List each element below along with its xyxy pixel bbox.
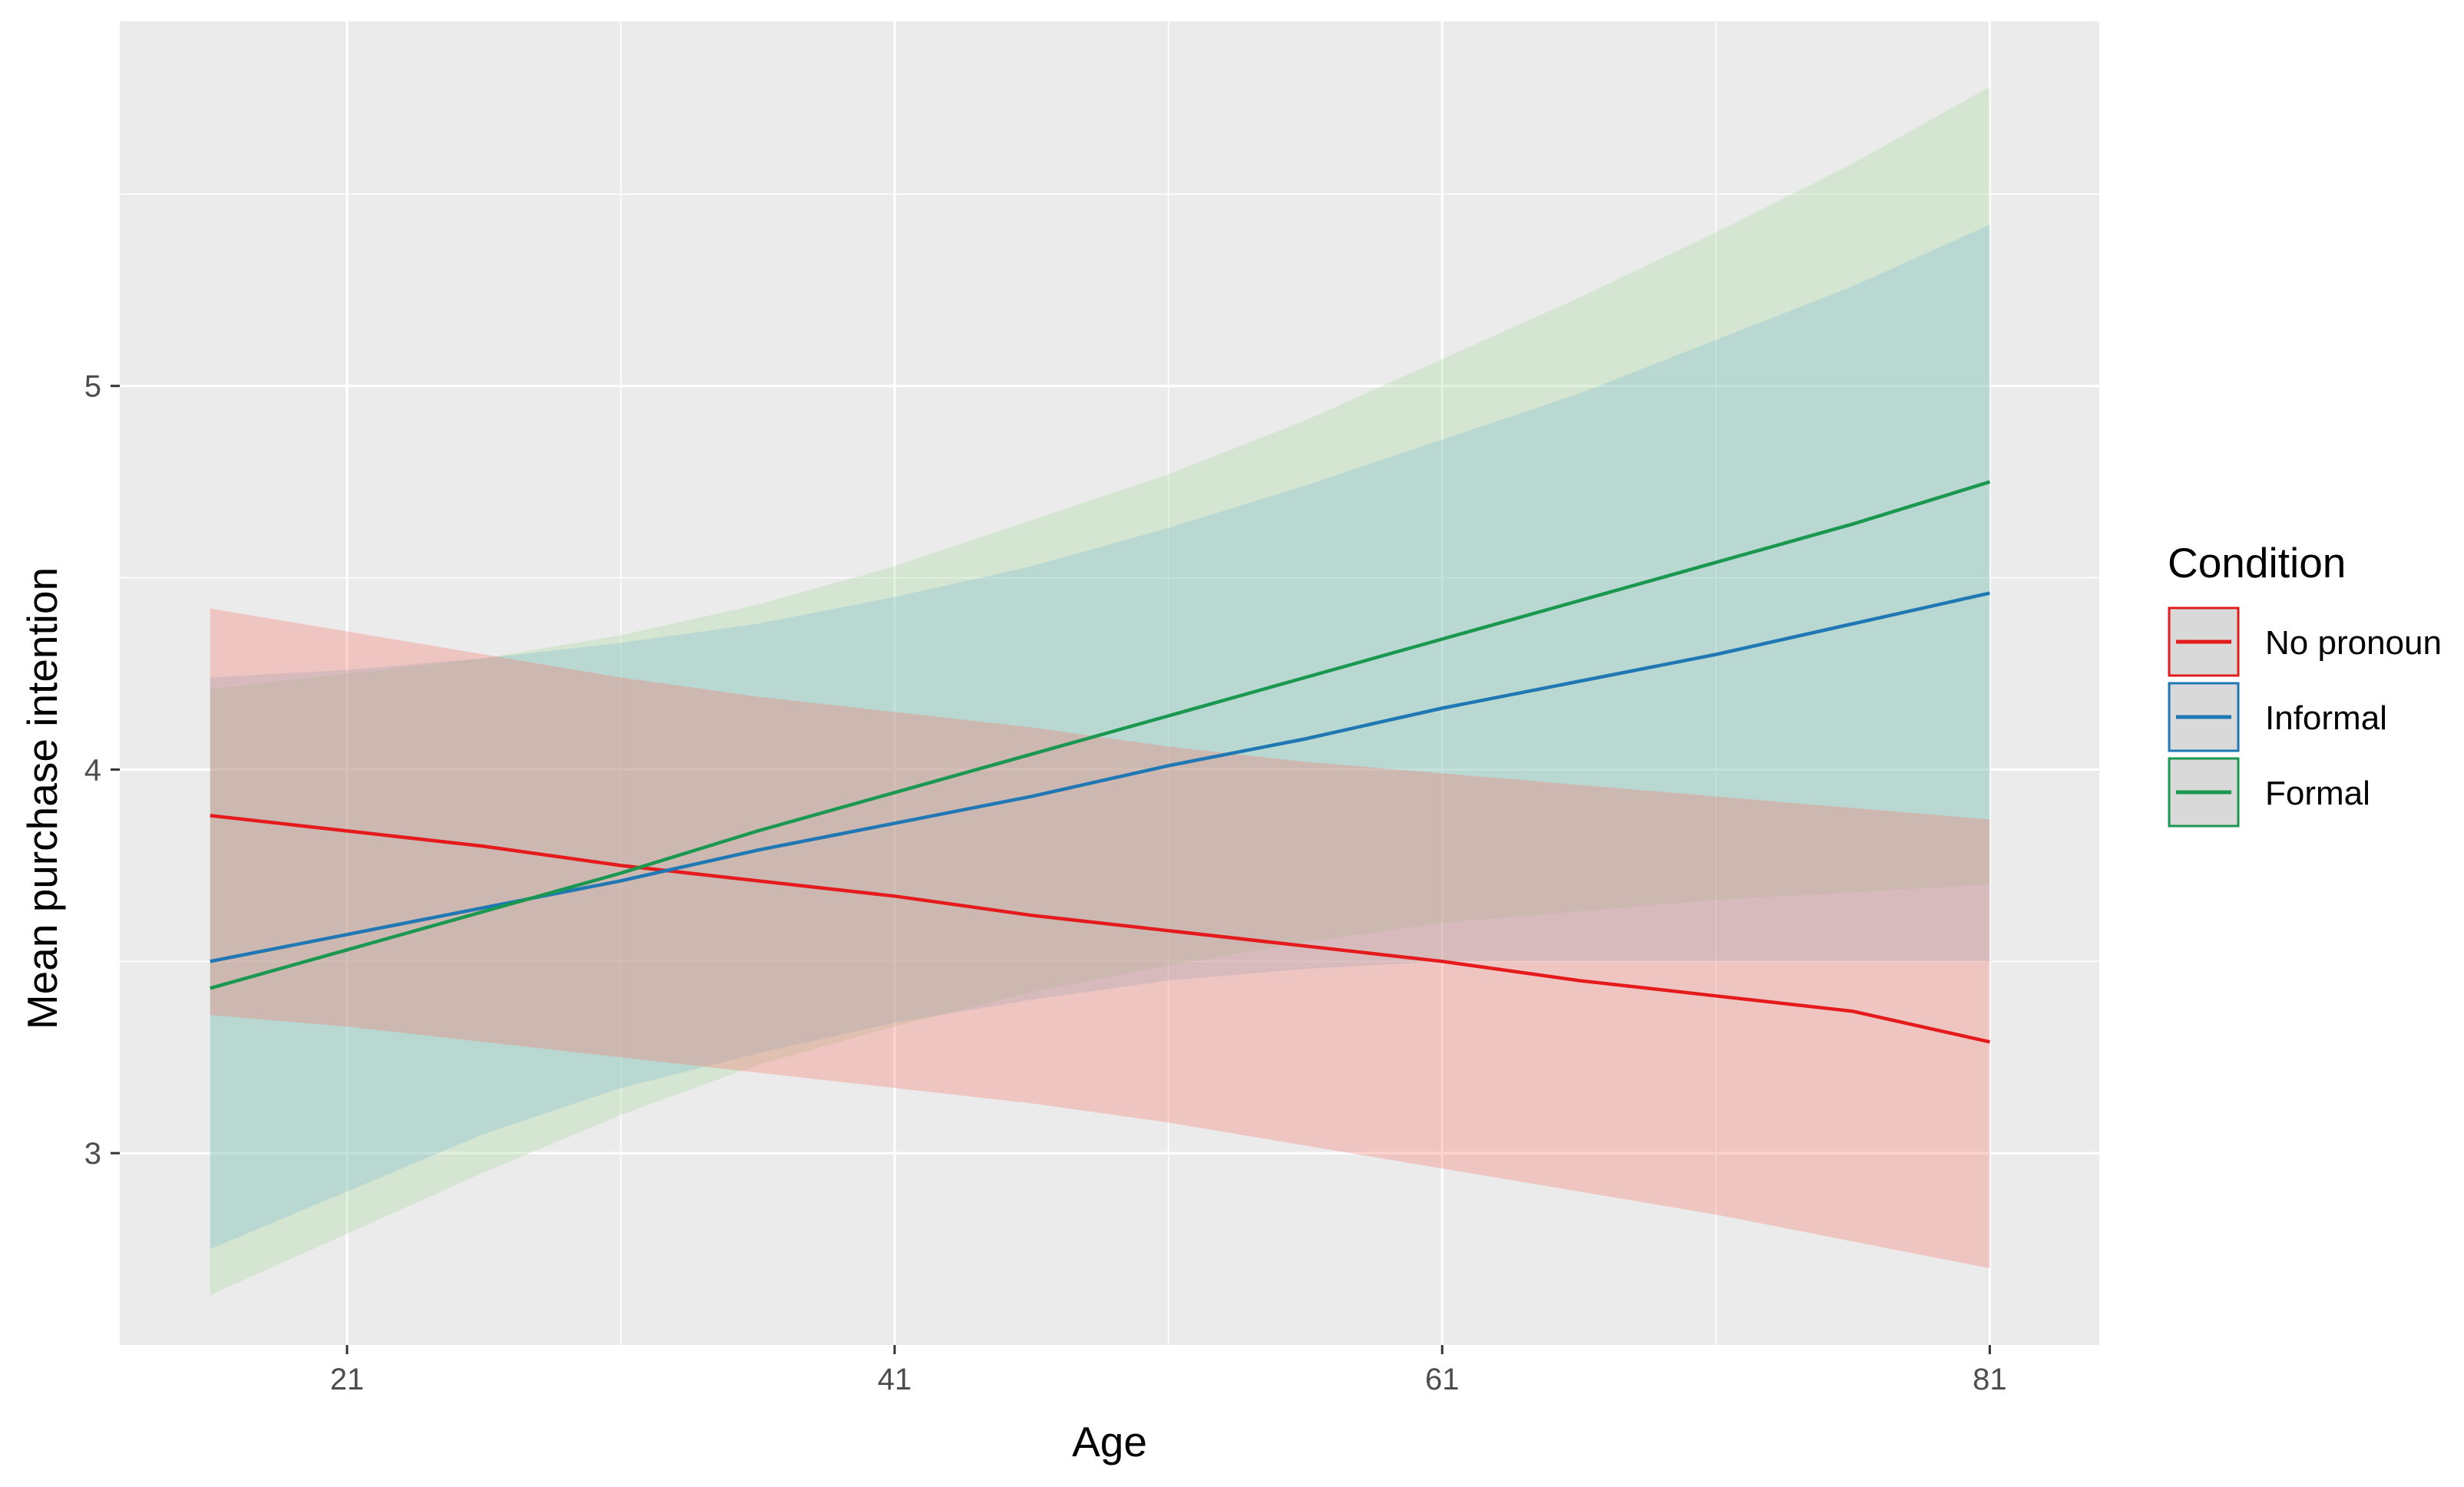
y-tick-label: 3 xyxy=(84,1137,101,1171)
line-informal xyxy=(210,591,1990,963)
y-axis: 3 4 5 xyxy=(84,370,120,1171)
legend-label-no-pronoun: No pronoun xyxy=(2265,624,2442,662)
y-tick-label: 4 xyxy=(84,753,101,787)
line-formal xyxy=(210,480,1991,990)
ribbon-informal xyxy=(210,224,1990,1250)
series-lines xyxy=(210,480,1991,1044)
legend-label-informal: Informal xyxy=(2265,699,2387,737)
ribbon-formal xyxy=(210,87,1990,1295)
x-tick-label: 41 xyxy=(878,1363,912,1396)
x-axis-title: Age xyxy=(1072,1418,1147,1466)
legend-label-formal: Formal xyxy=(2265,775,2370,812)
plot-panel xyxy=(120,21,2099,1345)
x-tick-label: 81 xyxy=(1973,1363,2007,1396)
y-tick-label: 5 xyxy=(84,370,101,404)
line-no-pronoun xyxy=(210,814,1990,1044)
legend: Condition No pronoun Informal Formal xyxy=(2168,539,2442,828)
ribbon-no-pronoun xyxy=(210,608,1990,1269)
legend-title: Condition xyxy=(2168,539,2346,587)
minor-gridlines xyxy=(120,21,2099,1345)
y-axis-title: Mean purchase intention xyxy=(18,567,66,1029)
major-gridlines xyxy=(120,21,2099,1345)
x-tick-label: 21 xyxy=(330,1363,365,1396)
confidence-ribbons xyxy=(210,87,1990,1295)
x-tick-label: 61 xyxy=(1425,1363,1460,1396)
x-axis: 21 41 61 81 xyxy=(330,1345,2007,1396)
